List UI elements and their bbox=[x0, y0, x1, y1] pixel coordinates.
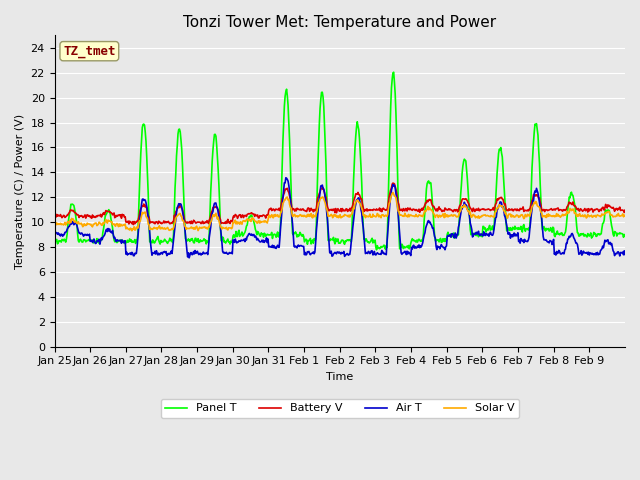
Battery V bbox=[118, 216, 125, 221]
Air T bbox=[432, 243, 440, 249]
Air T bbox=[252, 233, 259, 239]
Battery V bbox=[273, 207, 281, 213]
Battery V bbox=[51, 212, 58, 218]
Panel T bbox=[251, 222, 259, 228]
Panel T bbox=[390, 69, 397, 75]
Air T bbox=[186, 255, 193, 261]
Panel T bbox=[51, 238, 58, 243]
Solar V bbox=[621, 213, 629, 218]
Panel T bbox=[118, 237, 125, 243]
Battery V bbox=[252, 212, 259, 217]
Air T bbox=[223, 251, 231, 256]
Panel T bbox=[400, 244, 408, 250]
Battery V bbox=[621, 207, 629, 213]
Battery V bbox=[400, 207, 408, 213]
Solar V bbox=[389, 190, 397, 195]
Air T bbox=[282, 175, 290, 180]
Legend: Panel T, Battery V, Air T, Solar V: Panel T, Battery V, Air T, Solar V bbox=[161, 399, 519, 418]
Solar V bbox=[223, 227, 231, 232]
Line: Solar V: Solar V bbox=[54, 192, 625, 231]
Solar V bbox=[51, 221, 58, 227]
Title: Tonzi Tower Met: Temperature and Power: Tonzi Tower Met: Temperature and Power bbox=[183, 15, 497, 30]
Panel T bbox=[372, 247, 380, 252]
Solar V bbox=[128, 228, 136, 234]
Air T bbox=[273, 244, 281, 250]
Solar V bbox=[273, 213, 281, 218]
Solar V bbox=[400, 214, 408, 219]
Panel T bbox=[273, 234, 280, 240]
Air T bbox=[118, 240, 125, 246]
Air T bbox=[621, 252, 629, 257]
Battery V bbox=[223, 220, 231, 226]
Battery V bbox=[389, 180, 397, 186]
Line: Battery V: Battery V bbox=[54, 183, 625, 225]
X-axis label: Time: Time bbox=[326, 372, 353, 382]
Line: Panel T: Panel T bbox=[54, 72, 625, 250]
Panel T bbox=[621, 233, 629, 239]
Solar V bbox=[252, 218, 259, 224]
Y-axis label: Temperature (C) / Power (V): Temperature (C) / Power (V) bbox=[15, 113, 25, 269]
Text: TZ_tmet: TZ_tmet bbox=[63, 45, 116, 58]
Air T bbox=[400, 250, 408, 255]
Battery V bbox=[432, 208, 440, 214]
Panel T bbox=[223, 239, 230, 245]
Line: Air T: Air T bbox=[54, 178, 625, 258]
Battery V bbox=[129, 222, 137, 228]
Panel T bbox=[432, 238, 440, 244]
Air T bbox=[51, 233, 58, 239]
Solar V bbox=[432, 212, 440, 218]
Solar V bbox=[118, 223, 125, 228]
